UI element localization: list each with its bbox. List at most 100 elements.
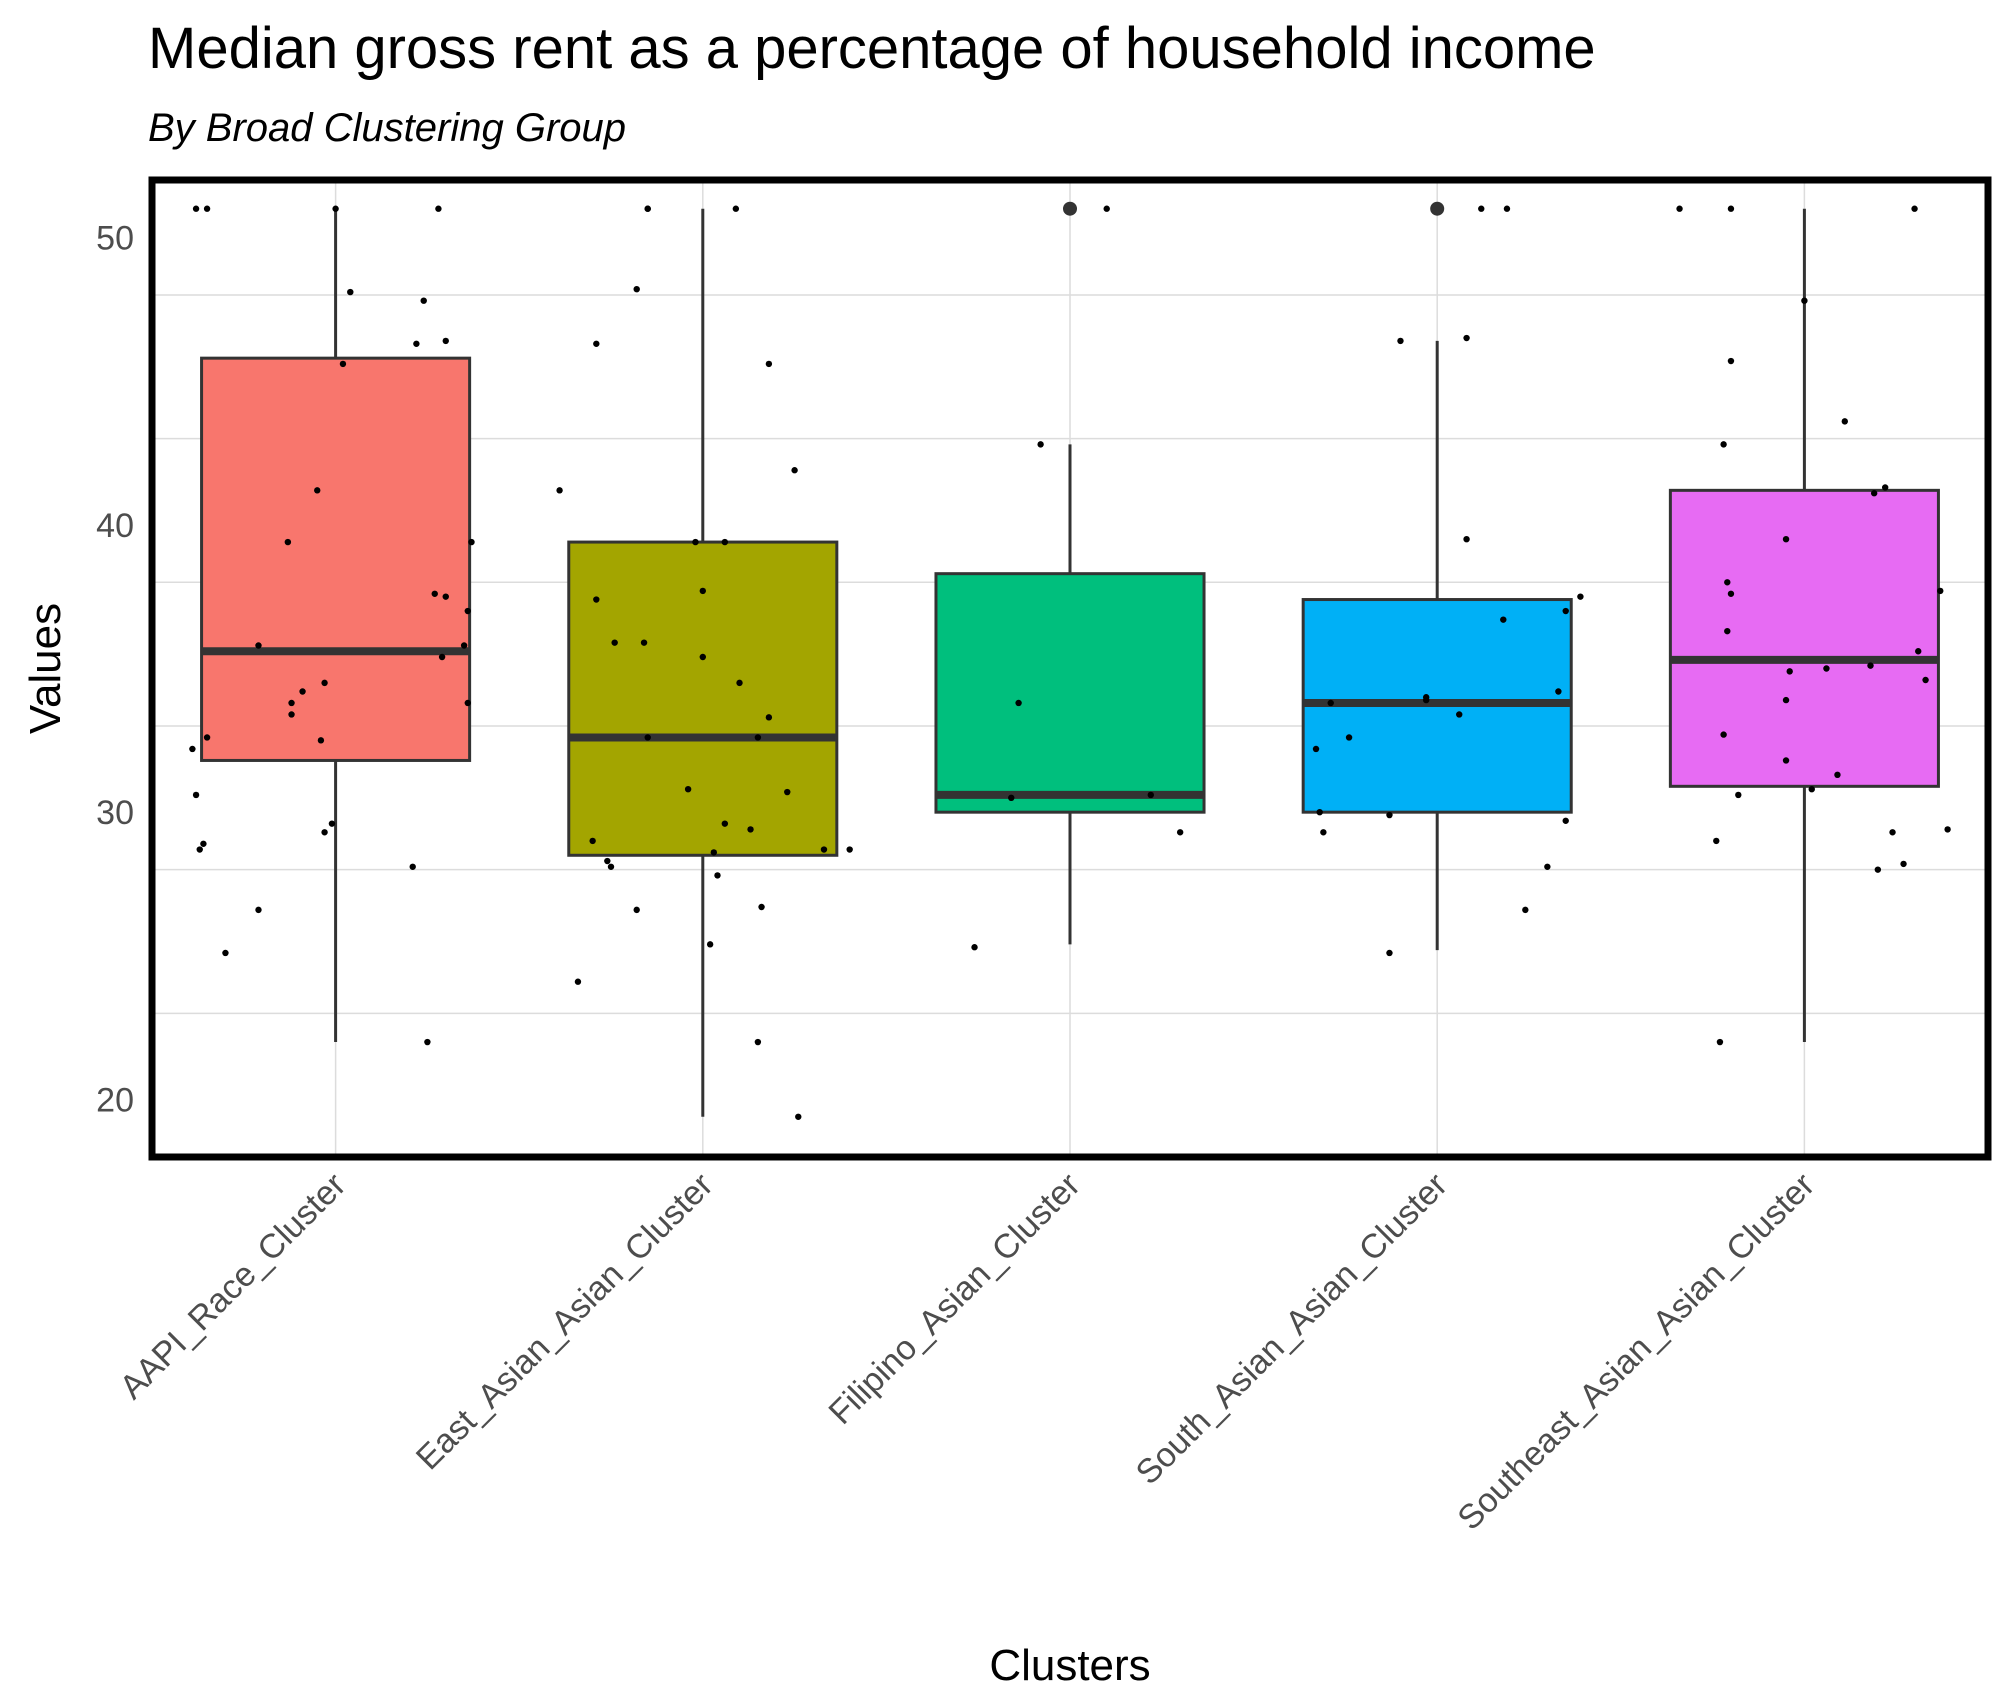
jitter-point (1937, 587, 1944, 595)
jitter-point (574, 978, 582, 985)
jitter-point (765, 714, 773, 721)
jitter-point (1522, 906, 1529, 914)
jitter-point (1782, 757, 1790, 764)
jitter-point (1345, 734, 1353, 741)
jitter-point (442, 337, 449, 345)
jitter-point (1713, 837, 1720, 845)
jitter-point (1727, 205, 1735, 212)
y-axis-ticks: 20 30 40 50 (96, 219, 134, 1119)
jitter-point (1327, 699, 1334, 707)
jitter-point (640, 639, 648, 646)
jitter-point (321, 829, 328, 836)
jitter-point (328, 820, 336, 827)
jitter-point (758, 903, 765, 911)
jitter-point (1727, 357, 1735, 365)
jitter-point (795, 1113, 802, 1120)
box-rect (200, 356, 472, 762)
jitter-point (747, 826, 754, 833)
jitter-point (1555, 688, 1562, 695)
jitter-point (203, 734, 211, 741)
jitter-point (288, 699, 295, 707)
jitter-point (409, 863, 416, 870)
jitter-point (644, 205, 651, 212)
jitter-point (604, 857, 611, 865)
jitter-point (1422, 696, 1430, 704)
jitter-point (971, 944, 978, 951)
jitter-point (644, 734, 651, 741)
jitter-point (1500, 616, 1507, 623)
jitter-point (1456, 711, 1463, 718)
jitter-point (1881, 484, 1889, 491)
jitter-point (332, 205, 339, 212)
jitter-point (1782, 535, 1790, 543)
jitter-point (284, 538, 292, 546)
x-tick-label: AAPI_Race_Cluster (113, 1166, 354, 1407)
y-axis-title: Values (21, 603, 70, 734)
jitter-point (1900, 860, 1907, 868)
box-East_Asian_Asian_Cluster (567, 208, 839, 1117)
jitter-point (203, 205, 211, 212)
jitter-point (438, 653, 446, 661)
jitter-point (1463, 535, 1470, 543)
jitter-point (1478, 205, 1485, 212)
jitter-point (1503, 205, 1511, 212)
jitter-point (593, 340, 600, 347)
box-rect (1668, 488, 1940, 788)
x-tick-label: East_Asian_Asian_Cluster (409, 1166, 721, 1478)
y-tick-label: 40 (96, 507, 134, 545)
jitter-point (1801, 297, 1808, 304)
x-tick-label: Southeast_Asian_Asian_Cluster (1450, 1166, 1822, 1538)
jitter-point (1915, 648, 1922, 655)
jitter-point (1316, 808, 1323, 816)
jitter-point (1720, 731, 1727, 738)
jitter-point (299, 688, 306, 695)
jitter-point (255, 906, 262, 914)
jitter-point (192, 205, 200, 212)
jitter-point (200, 840, 207, 847)
jitter-point (699, 653, 706, 661)
jitter-point (611, 639, 618, 646)
outlier-point (1063, 201, 1077, 216)
jitter-point (589, 837, 596, 845)
jitter-point (736, 679, 743, 687)
jitter-point (1562, 607, 1569, 615)
jitter-point (1720, 441, 1727, 448)
jitter-point (1911, 205, 1918, 212)
jitter-point (1724, 579, 1731, 586)
jitter-point (413, 340, 420, 347)
jitter-point (1808, 785, 1815, 793)
jitter-point (1320, 829, 1327, 836)
jitter-point (791, 467, 798, 474)
jitter-point (189, 745, 196, 753)
jitter-point (460, 642, 468, 649)
jitter-point (593, 596, 600, 603)
jitter-point (1176, 829, 1184, 836)
jitter-point (765, 360, 773, 368)
jitter-point (431, 590, 438, 597)
jitter-point (692, 538, 699, 546)
jitter-point (1544, 863, 1551, 870)
jitter-point (1834, 771, 1841, 779)
jitter-point (255, 642, 262, 649)
jitter-point (339, 360, 347, 368)
jitter-point (1463, 334, 1470, 342)
y-tick-label: 30 (96, 794, 134, 832)
jitter-point (317, 737, 325, 744)
jitter-point (1147, 791, 1154, 799)
jitter-point (633, 285, 640, 293)
y-tick-label: 20 (96, 1082, 134, 1120)
jitter-point (714, 872, 721, 879)
jitter-point (1874, 866, 1882, 873)
jitter-point (1397, 337, 1404, 345)
box-rect (567, 540, 839, 857)
jitter-point (754, 1038, 762, 1046)
jitter-point (1562, 817, 1569, 824)
box-AAPI_Race_Cluster (200, 208, 472, 1043)
jitter-point (222, 949, 229, 957)
box-Filipino_Asian_Cluster (934, 201, 1206, 945)
jitter-point (1870, 490, 1878, 497)
chart-title: Median gross rent as a percentage of hou… (148, 16, 1596, 81)
jitter-point (1724, 627, 1731, 635)
jitter-point (699, 587, 706, 595)
